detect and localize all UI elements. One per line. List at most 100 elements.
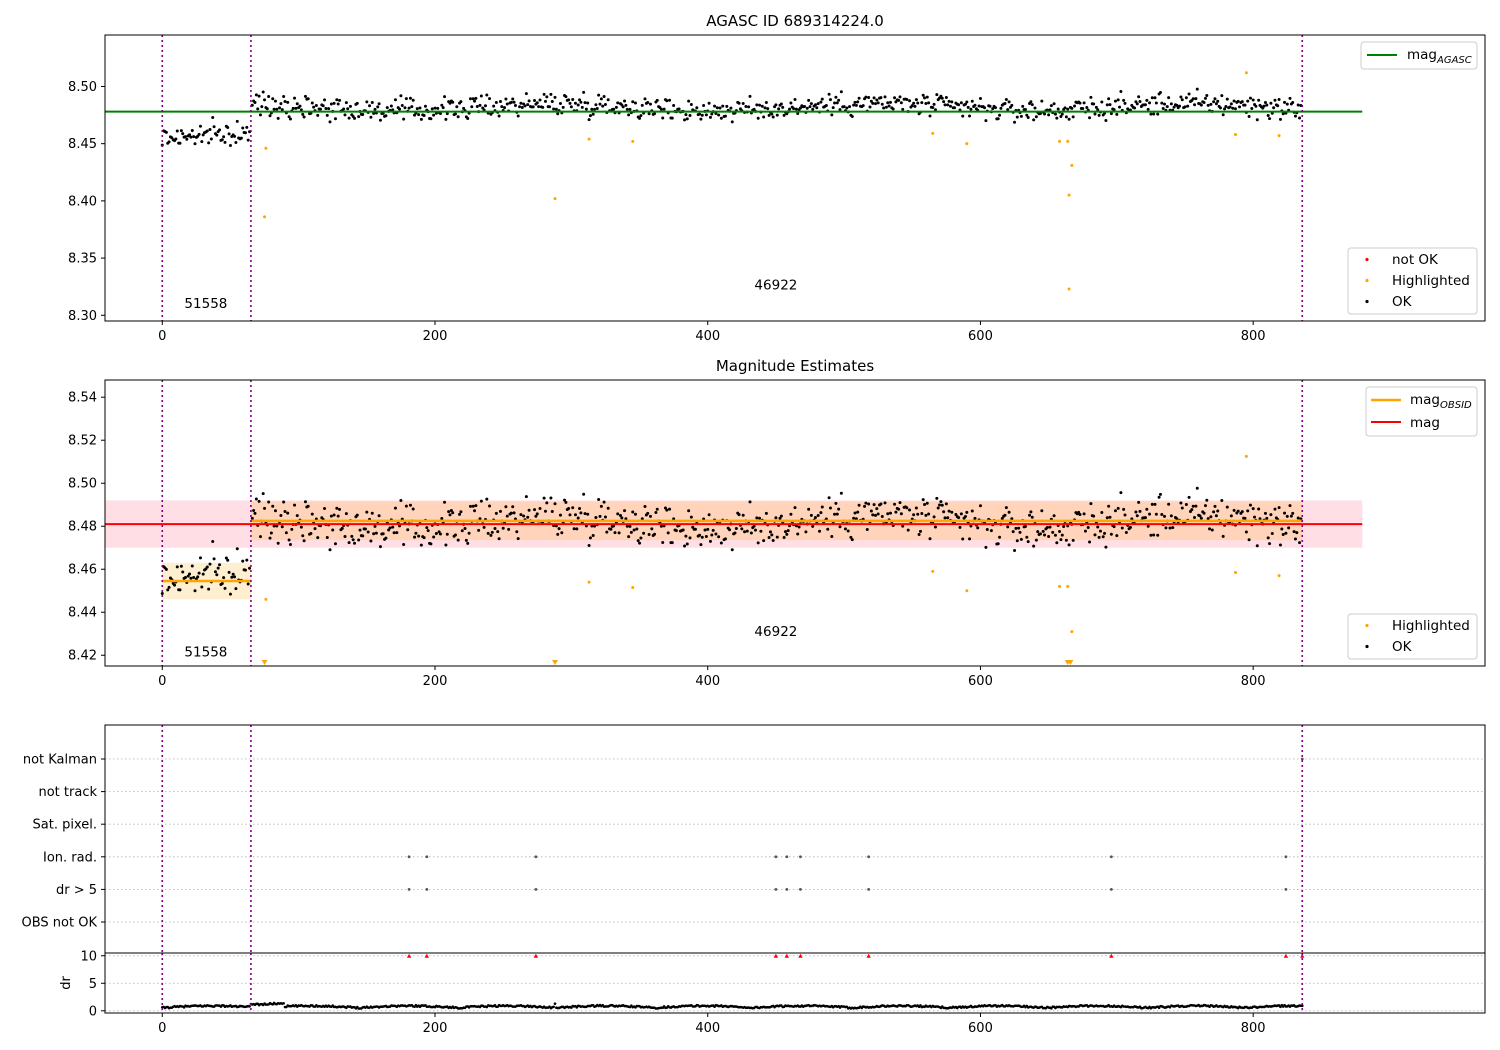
ok-point — [338, 507, 342, 511]
ok-point — [959, 512, 963, 516]
ok-point — [1212, 100, 1216, 104]
ok-point — [710, 533, 714, 537]
panel-agasc: 51558 46922 AGASC ID 689314224.0 0 200 400 6… — [68, 12, 1486, 344]
ok-point — [467, 531, 471, 535]
highlighted-point — [1067, 193, 1071, 197]
ok-point — [1175, 517, 1179, 521]
ok-point — [1158, 492, 1162, 496]
ok-point — [1123, 101, 1127, 105]
highlighted-point — [1070, 163, 1074, 167]
ok-point — [893, 96, 897, 100]
ok-point — [1019, 537, 1023, 541]
ok-point — [854, 103, 858, 107]
ok-point — [749, 531, 753, 535]
ok-point — [650, 527, 654, 531]
ok-point — [1253, 515, 1257, 519]
ok-point — [254, 93, 258, 97]
ok-point — [698, 112, 702, 116]
ok-point — [192, 135, 196, 139]
ok-point — [537, 105, 541, 109]
ok-point — [239, 136, 243, 140]
ok-point — [477, 528, 481, 532]
ok-point — [1081, 106, 1085, 110]
ok-point — [666, 531, 670, 535]
ok-point — [1180, 506, 1184, 510]
ok-point — [575, 527, 579, 531]
ok-point — [1167, 502, 1171, 506]
ok-point — [216, 566, 220, 570]
ok-point — [1169, 514, 1173, 518]
ok-point — [287, 538, 291, 542]
ok-point — [558, 101, 562, 105]
ok-point — [628, 524, 632, 528]
ok-point — [633, 101, 637, 105]
ok-point — [871, 101, 875, 105]
ok-point — [283, 510, 287, 514]
ok-point — [1293, 537, 1297, 541]
ok-point — [1070, 106, 1074, 110]
ok-point — [1203, 504, 1207, 508]
ok-point — [1178, 104, 1182, 108]
ok-point — [1218, 106, 1222, 110]
ok-point — [287, 115, 291, 119]
ok-point — [1083, 529, 1087, 533]
ok-point — [1148, 512, 1152, 516]
ok-point — [291, 106, 295, 110]
ok-point — [197, 571, 201, 575]
x-tick-label: 600 — [968, 329, 993, 344]
ok-point — [468, 504, 472, 508]
ok-point — [253, 101, 257, 105]
highlighted-point — [1070, 630, 1074, 634]
ok-point — [456, 115, 460, 119]
ok-point — [674, 529, 678, 533]
dr-point — [552, 1005, 555, 1009]
ok-point — [1143, 516, 1147, 520]
dr-clipped-marker — [424, 953, 430, 958]
ok-point — [373, 107, 377, 111]
ok-point — [643, 97, 647, 101]
ok-point — [183, 576, 187, 580]
ok-point — [1150, 502, 1154, 506]
ok-point — [1221, 534, 1225, 538]
ok-point — [921, 498, 925, 502]
ok-point — [688, 536, 692, 540]
ok-point — [411, 507, 415, 511]
ok-point — [1055, 116, 1059, 120]
ok-point — [404, 504, 408, 508]
ok-point — [1078, 513, 1082, 517]
ok-point — [797, 525, 801, 529]
highlighted-point — [263, 215, 267, 219]
ok-point — [533, 508, 537, 512]
ok-point — [226, 558, 230, 562]
ok-point — [1094, 105, 1098, 109]
legend-box — [1347, 247, 1478, 315]
ok-point — [408, 503, 412, 507]
ok-point — [222, 135, 226, 139]
ok-point — [963, 102, 967, 106]
ok-point — [363, 527, 367, 531]
ok-point — [624, 517, 628, 521]
ok-point — [323, 506, 327, 510]
ok-point — [343, 113, 347, 117]
ok-point — [301, 112, 305, 116]
ok-point — [755, 103, 759, 107]
ok-point — [299, 525, 303, 529]
panel-flags-marks — [105, 725, 1485, 953]
ok-point — [368, 104, 372, 108]
y-tick-label: 8.52 — [68, 434, 97, 449]
ok-point — [953, 106, 957, 110]
ok-point — [752, 524, 756, 528]
ok-point — [263, 98, 267, 102]
ok-point — [1028, 513, 1032, 517]
ok-point — [869, 509, 873, 513]
ok-point — [385, 106, 389, 110]
ok-point — [916, 512, 920, 516]
ok-point — [852, 103, 856, 107]
ok-point — [1278, 117, 1282, 121]
ok-point — [369, 539, 373, 543]
ok-point — [785, 532, 789, 536]
ok-point — [1052, 514, 1056, 518]
dr-clipped-marker — [1300, 953, 1305, 958]
ok-point — [1254, 104, 1258, 108]
ok-point — [290, 527, 294, 531]
